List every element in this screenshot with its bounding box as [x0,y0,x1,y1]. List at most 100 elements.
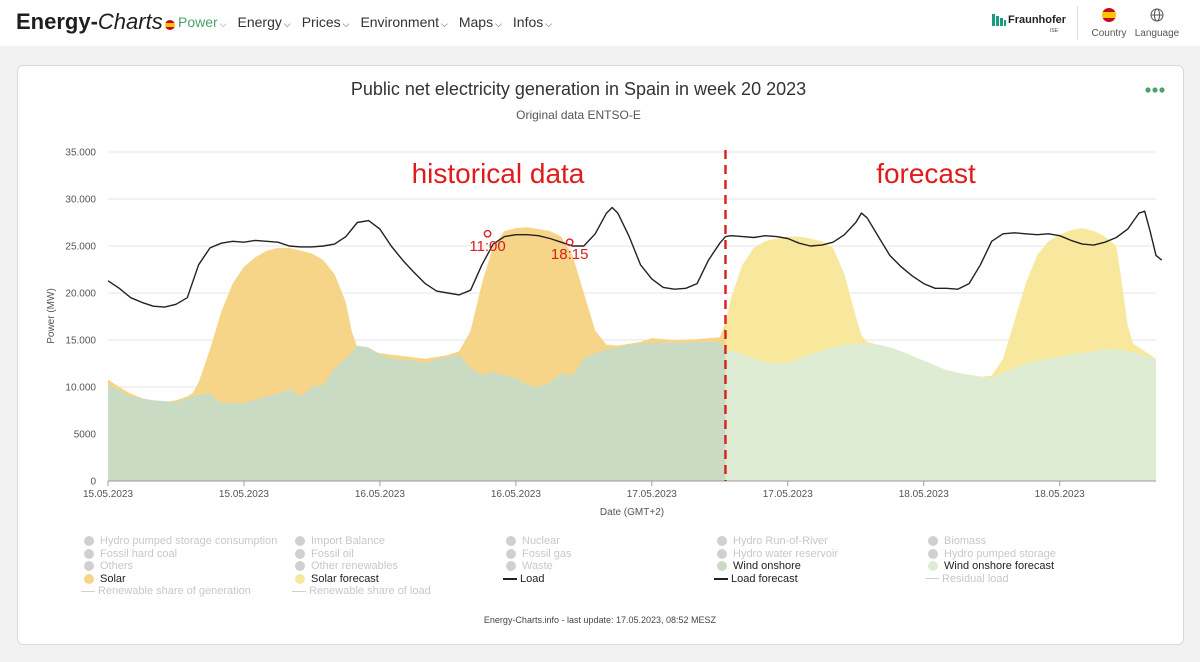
legend-dot-icon [295,573,305,584]
spain-flag-icon [164,20,175,30]
fraunhofer-logo[interactable]: Fraunhofer ISE [992,13,1072,37]
y-tick-label: 10.000 [65,383,96,394]
y-axis: 0 5000 10.000 15.000 20.000 25.000 30.000 35.00… [65,148,96,488]
legend-item[interactable]: Load forecast [713,573,924,586]
legend-item[interactable]: Renewable share of generation [80,585,291,598]
brand-light: Charts [97,9,163,34]
fraunhofer-sub: ISE [1050,28,1059,34]
menu-environment[interactable]: Environment ⌵ [360,14,447,30]
y-tick-label: 0 [90,477,96,488]
series-line-load-forecast [725,210,1163,290]
legend-item[interactable]: Fossil oil [291,548,502,561]
legend-dot-icon [295,548,305,559]
legend-item[interactable]: Load [502,573,713,586]
y-tick-label: 5000 [74,430,97,441]
legend-item[interactable]: Hydro pumped storage [924,548,1135,561]
legend-item[interactable]: Hydro pumped storage consumption [80,535,291,548]
legend-item[interactable]: Residual load [924,573,1135,586]
area-wind-onshore [108,341,726,481]
legend-label: Wind onshore [733,560,801,573]
menu-energy-label: Energy [237,14,282,30]
legend-label: Residual load [942,572,1009,585]
x-axis: 15.05.2023 15.05.2023 16.05.2023 16.05.2023… [83,481,1085,500]
menu-maps[interactable]: Maps ⌵ [459,14,502,30]
legend-dot-icon [506,561,516,572]
legend-item[interactable]: Others [80,560,291,573]
annotation-historical: historical data [412,158,585,189]
marker-label: 18:15 [551,246,589,263]
brand-logo[interactable]: Energy-Charts [16,9,175,35]
legend-label: Solar [100,572,126,585]
menu-prices[interactable]: Prices ⌵ [302,14,350,30]
legend-dot-icon [506,536,516,547]
legend-row: Renewable share of generation Renewable s… [80,585,1180,598]
legend-line-icon [81,590,95,592]
x-tick-label: 16.05.2023 [355,489,405,500]
legend-label: Import Balance [311,535,385,548]
brand-bold: Energy- [16,9,98,34]
legend-label: Solar forecast [311,572,379,585]
country-selector[interactable]: Country [1089,8,1129,39]
legend-item[interactable]: Solar forecast [291,573,502,586]
legend-label: Others [100,560,134,573]
legend-item[interactable]: Wind onshore forecast [924,560,1135,573]
menu-prices-label: Prices [301,14,341,30]
y-tick-label: 35.000 [65,148,96,159]
fraunhofer-name: Fraunhofer [1008,14,1067,26]
legend-label: Fossil hard coal [100,547,178,560]
fraunhofer-mark-icon [992,14,1006,26]
x-tick-label: 15.05.2023 [83,489,133,500]
menu-maps-label: Maps [458,14,494,30]
x-tick-label: 18.05.2023 [1035,489,1085,500]
legend-item[interactable]: Waste [502,560,713,573]
globe-icon [1150,8,1164,22]
menu-infos[interactable]: Infos ⌵ [513,14,552,30]
legend-item[interactable]: Hydro Run-of-River [713,535,924,548]
legend-dot-icon [928,536,938,547]
footer-note: Energy-Charts.info - last update: 17.05.… [483,615,717,625]
legend-dot-icon [295,561,305,572]
language-selector[interactable]: Language [1134,8,1180,39]
legend-label: Nuclear [522,535,560,548]
legend-item[interactable]: Nuclear [502,535,713,548]
legend-dot-icon [717,548,727,559]
legend-dot-icon [928,561,938,572]
legend-line-icon [925,578,939,580]
legend-row: Hydro pumped storage consumption Import B… [80,535,1180,548]
legend-item[interactable]: Import Balance [291,535,502,548]
legend-item[interactable]: Fossil hard coal [80,548,291,561]
language-label: Language [1134,28,1180,39]
legend-item[interactable]: Biomass [924,535,1135,548]
marker-point [483,229,492,238]
legend-item[interactable]: Wind onshore [713,560,924,573]
chevron-down-icon: ⌵ [219,19,227,29]
chevron-down-icon: ⌵ [441,19,448,29]
legend-item[interactable]: Fossil gas [502,548,713,561]
legend-label: Fossil gas [522,547,572,560]
legend-item[interactable]: Solar [80,573,291,586]
legend-dot-icon [717,561,727,572]
x-tick-label: 15.05.2023 [219,489,269,500]
legend-label: Hydro pumped storage [944,547,1056,560]
y-axis-label: Power (MW) [46,288,57,344]
legend-item[interactable]: Renewable share of load [291,585,502,598]
series-line-load [107,206,727,308]
legend-label: Fossil oil [311,547,354,560]
menu-environment-label: Environment [360,14,440,30]
x-tick-label: 18.05.2023 [899,489,949,500]
legend-label: Waste [522,560,553,573]
legend-item[interactable]: Hydro water reservoir [713,548,924,561]
legend-label: Biomass [944,535,987,548]
menu-power[interactable]: Power ⌵ [178,14,227,30]
legend-item[interactable]: Other renewables [291,560,502,573]
nav-divider [1077,6,1078,40]
chevron-down-icon: ⌵ [495,19,502,29]
legend-label: Hydro Run-of-River [733,535,828,548]
legend-dot-icon [295,536,305,547]
x-tick-label: 17.05.2023 [627,489,677,500]
spain-flag-icon [1102,8,1116,22]
annotation-forecast: forecast [876,158,976,189]
chart-menu-icon[interactable] [1144,84,1166,96]
menu-energy[interactable]: Energy ⌵ [238,14,291,30]
chart-markers: 11:00 18:15 [469,229,589,263]
